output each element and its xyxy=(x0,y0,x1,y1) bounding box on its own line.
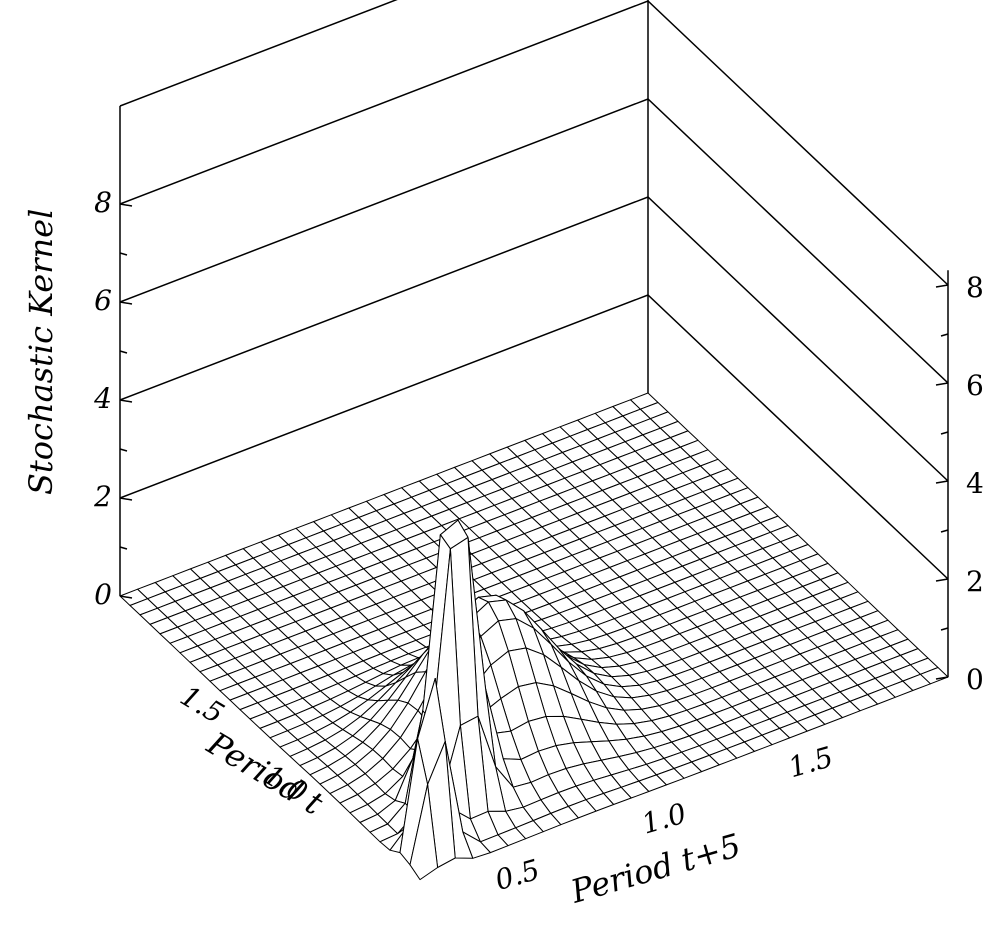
z-tick-left xyxy=(119,448,128,452)
wall-top-edge xyxy=(119,0,398,107)
z-axis-title: Stochastic Kernel xyxy=(22,209,60,495)
x-axis-title: Period t+5 xyxy=(566,826,745,911)
z-tick-right xyxy=(935,578,949,582)
z-tick-left xyxy=(119,595,133,599)
back-walls xyxy=(119,0,949,677)
z-tick-label-left: 4 xyxy=(93,382,112,415)
wall-gridline xyxy=(119,0,949,286)
z-tick-label-right: 0 xyxy=(966,663,984,696)
z-tick-right xyxy=(935,480,949,484)
z-tick-label-left: 8 xyxy=(94,186,112,219)
z-tick-label-left: 0 xyxy=(94,578,112,611)
z-tick-label-right: 8 xyxy=(966,271,984,304)
z-tick-right xyxy=(935,284,949,288)
x-tick-label: 1.0 xyxy=(638,797,690,841)
axis-ticks xyxy=(119,203,949,680)
wall-gridline xyxy=(119,98,949,384)
wall-gridline xyxy=(119,294,949,580)
z-tick-label-left: 6 xyxy=(94,284,112,317)
z-tick-right xyxy=(940,333,949,337)
z-tick-left xyxy=(119,497,133,501)
x-tick-label: 0.5 xyxy=(491,853,543,897)
wall-gridline xyxy=(119,196,949,482)
z-tick-left xyxy=(119,546,128,550)
z-tick-right xyxy=(940,529,949,533)
z-tick-label-right: 2 xyxy=(966,565,984,598)
z-tick-left xyxy=(119,301,133,305)
surface-mesh xyxy=(119,392,949,881)
z-tick-right xyxy=(940,431,949,435)
z-tick-label-right: 4 xyxy=(966,467,984,500)
x-tick-label: 1.5 xyxy=(785,740,837,784)
z-tick-left xyxy=(119,252,128,256)
z-tick-left xyxy=(119,203,133,207)
z-tick-label-left: 2 xyxy=(93,480,112,513)
z-tick-left xyxy=(119,399,133,403)
z-tick-right xyxy=(935,676,949,680)
surface-cell xyxy=(409,783,439,881)
z-tick-right xyxy=(940,627,949,631)
z-tick-left xyxy=(119,350,128,354)
z-tick-label-right: 6 xyxy=(966,369,984,402)
z-tick-right xyxy=(935,382,949,386)
